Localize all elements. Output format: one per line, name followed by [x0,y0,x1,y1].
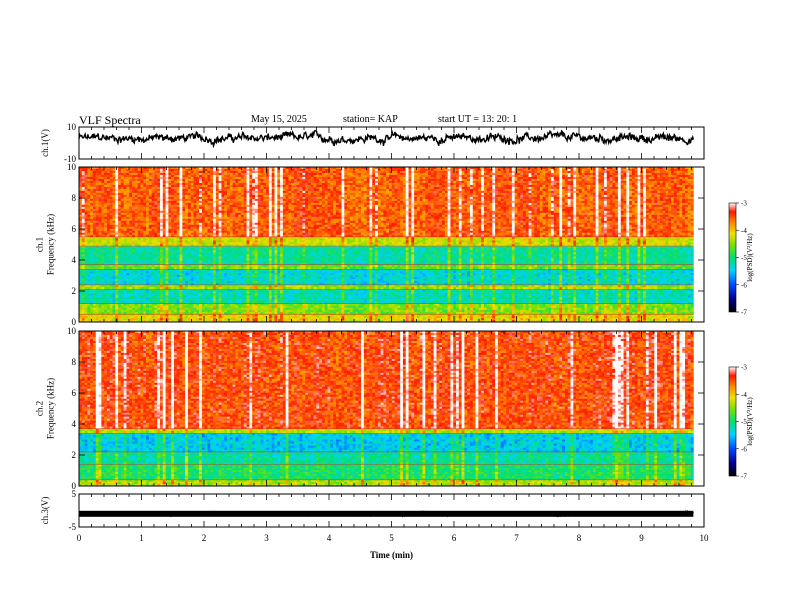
ch2-spectrogram [79,331,694,486]
y-tick-label: 10 [67,326,77,336]
colorbar [729,367,736,476]
x-tick-label: 5 [389,533,394,543]
y-tick-label: 10 [67,162,77,172]
y-tick-label: 10 [67,122,77,132]
colorbar-label: log(PSD)(V²/Hz) [746,397,754,446]
ch1-spectrogram [79,167,694,322]
y-tick-label: 2 [72,450,77,460]
y-tick-label: 2 [72,286,77,296]
x-tick-label: 7 [514,533,519,543]
ch3-band [79,511,693,517]
y-tick-label: 8 [72,357,77,367]
colorbar-tick-label: -3 [741,364,747,372]
x-tick-label: 0 [77,533,82,543]
y-axis-label: ch.2 [35,401,45,416]
x-tick-label: 2 [202,533,207,543]
y-axis-label: ch.3(V) [40,497,50,525]
ch1-waveform [79,131,693,146]
y-tick-label: 6 [72,388,77,398]
y-tick-label: 8 [72,193,77,203]
x-tick-label: 1 [139,533,144,543]
y-tick-label: 6 [72,224,77,234]
y-tick-label: 4 [72,419,77,429]
y-tick-label: 5 [72,489,77,499]
y-axis-label: ch.1(V) [40,129,50,157]
y-tick-label: -5 [69,522,77,532]
colorbar-label: log(PSD)(V²/Hz) [746,233,754,282]
y-axis-label: Frequency (kHz) [46,378,56,439]
vlf-figure: 10-10ch.1(V)-3-4-5-6-7log(PSD)(V²/Hz)024… [0,0,792,612]
y-tick-label: 4 [72,255,77,265]
y-axis-label: Frequency (kHz) [46,214,56,275]
x-tick-label: 8 [577,533,582,543]
colorbar-tick-label: -3 [741,200,747,208]
x-axis-label: Time (min) [370,550,413,560]
colorbar [729,203,736,312]
x-tick-label: 10 [700,533,710,543]
colorbar-tick-label: -7 [741,309,747,317]
y-axis-label: ch.1 [35,237,45,252]
x-tick-label: 4 [327,533,332,543]
x-tick-label: 9 [639,533,644,543]
colorbar-tick-label: -7 [741,473,747,481]
x-tick-label: 6 [452,533,457,543]
x-tick-label: 3 [264,533,269,543]
